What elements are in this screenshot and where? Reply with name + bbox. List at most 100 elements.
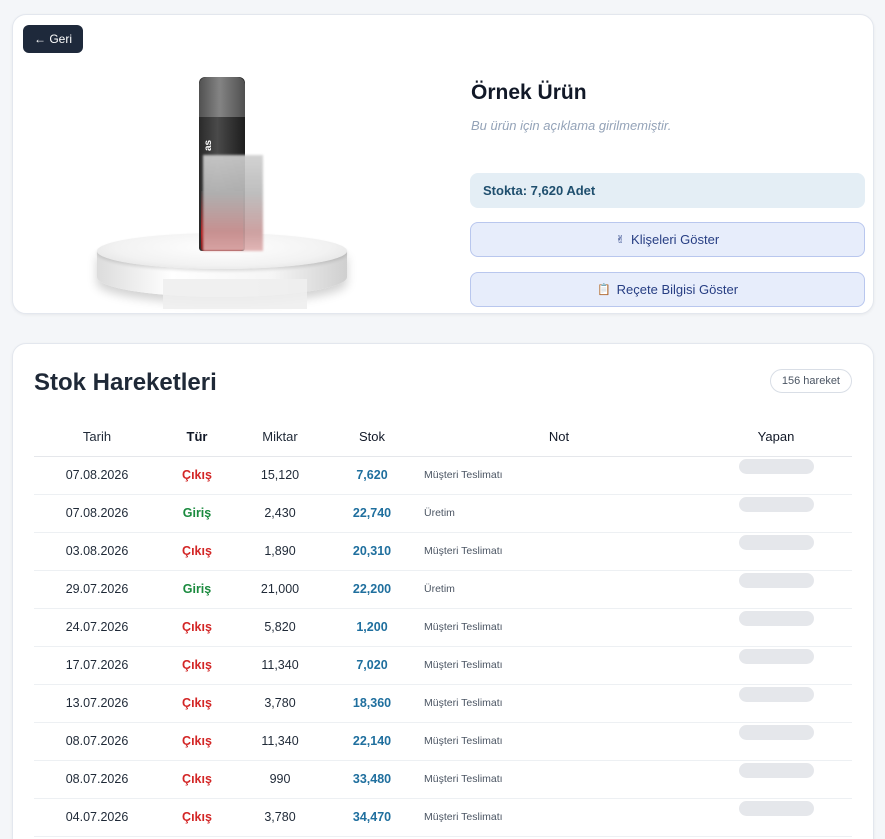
cell-note: Müşteri Teslimatı: [418, 722, 700, 761]
cell-note: Müşteri Teslimatı: [418, 798, 700, 837]
column-header-type: Tür: [160, 418, 234, 457]
user-placeholder: [738, 611, 814, 626]
user-placeholder: [738, 801, 814, 816]
spray-can-cap: [199, 77, 245, 117]
cell-type: Çıkış: [160, 532, 234, 571]
cell-date: 08.07.2026: [34, 722, 160, 761]
cell-note: Müşteri Teslimatı: [418, 684, 700, 723]
cell-user: [700, 532, 852, 571]
show-recipe-button[interactable]: 📋 Reçete Bilgisi Göster: [470, 272, 865, 307]
cell-type: Giriş: [160, 570, 234, 609]
cell-quantity: 11,340: [234, 722, 326, 761]
cell-quantity: 990: [234, 760, 326, 799]
cell-stock: 1,200: [326, 608, 418, 647]
user-placeholder: [738, 573, 814, 588]
cell-stock: 7,620: [326, 456, 418, 495]
cell-user: [700, 684, 852, 723]
cell-note: Müşteri Teslimatı: [418, 608, 700, 647]
stock-status: Stokta: 7,620 Adet: [470, 173, 865, 208]
cell-user: [700, 646, 852, 685]
table-row: 07.08.2026 Giriş 2,430 22,740 Üretim: [34, 494, 852, 533]
user-placeholder: [738, 497, 814, 512]
cell-date: 07.08.2026: [34, 456, 160, 495]
cell-stock: 34,470: [326, 798, 418, 837]
cell-quantity: 3,780: [234, 684, 326, 723]
cell-quantity: 1,890: [234, 532, 326, 571]
column-header-note: Not: [418, 418, 700, 457]
cell-stock: 33,480: [326, 760, 418, 799]
cell-date: 08.07.2026: [34, 760, 160, 799]
cell-user: [700, 456, 852, 495]
column-header-quantity: Miktar: [234, 418, 326, 457]
user-placeholder: [738, 535, 814, 550]
cell-type: Çıkış: [160, 798, 234, 837]
cell-stock: 7,020: [326, 646, 418, 685]
cell-type: Çıkış: [160, 722, 234, 761]
blurred-label: [203, 155, 263, 251]
table-row: 13.07.2026 Çıkış 3,780 18,360 Müşteri Teslim…: [34, 684, 852, 723]
show-recipe-label: Reçete Bilgisi Göster: [616, 282, 739, 297]
user-placeholder: [738, 763, 814, 778]
cell-type: Çıkış: [160, 646, 234, 685]
cell-stock: 22,140: [326, 722, 418, 761]
table-row: 03.08.2026 Çıkış 1,890 20,310 Müşteri Teslim…: [34, 532, 852, 571]
spray-can-label: as: [203, 139, 214, 151]
cell-note: Müşteri Teslimatı: [418, 760, 700, 799]
cell-user: [700, 570, 852, 609]
cell-user: [700, 494, 852, 533]
cell-note: Müşteri Teslimatı: [418, 532, 700, 571]
cell-type: Çıkış: [160, 608, 234, 647]
user-placeholder: [738, 725, 814, 740]
cell-type: Çıkış: [160, 456, 234, 495]
movements-table: Tarih Tür Miktar Stok Not Yapan 07.08.20…: [34, 418, 852, 837]
cell-type: Çıkış: [160, 760, 234, 799]
user-placeholder: [738, 459, 814, 474]
cell-date: 17.07.2026: [34, 646, 160, 685]
cell-note: Müşteri Teslimatı: [418, 456, 700, 495]
cell-user: [700, 760, 852, 799]
column-header-stock: Stok: [326, 418, 418, 457]
cell-quantity: 5,820: [234, 608, 326, 647]
cell-date: 04.07.2026: [34, 798, 160, 837]
table-row: 07.08.2026 Çıkış 15,120 7,620 Müşteri Teslim…: [34, 456, 852, 495]
clipboard-icon: 📋: [596, 284, 611, 296]
show-cliches-label: Klişeleri Göster: [631, 232, 720, 247]
table-row: 17.07.2026 Çıkış 11,340 7,020 Müşteri Teslim…: [34, 646, 852, 685]
cell-stock: 20,310: [326, 532, 418, 571]
cell-quantity: 15,120: [234, 456, 326, 495]
table-row: 08.07.2026 Çıkış 990 33,480 Müşteri Teslimat…: [34, 760, 852, 799]
back-button[interactable]: ← Geri: [23, 25, 84, 53]
cell-quantity: 21,000: [234, 570, 326, 609]
show-cliches-button[interactable]: ✌ Klişeleri Göster: [470, 222, 865, 257]
hand-icon: ✌: [615, 234, 626, 246]
cell-date: 07.08.2026: [34, 494, 160, 533]
cell-date: 24.07.2026: [34, 608, 160, 647]
cell-date: 13.07.2026: [34, 684, 160, 723]
cell-date: 03.08.2026: [34, 532, 160, 571]
cell-user: [700, 798, 852, 837]
product-title: Örnek Ürün: [471, 81, 587, 104]
cell-quantity: 11,340: [234, 646, 326, 685]
cell-date: 29.07.2026: [34, 570, 160, 609]
cell-note: Müşteri Teslimatı: [418, 646, 700, 685]
cell-note: Üretim: [418, 570, 700, 609]
table-row: 08.07.2026 Çıkış 11,340 22,140 Müşteri Tesli…: [34, 722, 852, 761]
table-header-row: Tarih Tür Miktar Stok Not Yapan: [34, 418, 852, 457]
cell-type: Giriş: [160, 494, 234, 533]
cell-type: Çıkış: [160, 684, 234, 723]
cell-user: [700, 608, 852, 647]
stock-movements-card: Stok Hareketleri 156 hareket Tarih Tür M…: [12, 343, 874, 839]
blurred-base: [163, 279, 307, 309]
table-row: 24.07.2026 Çıkış 5,820 1,200 Müşteri Teslima…: [34, 608, 852, 647]
cell-quantity: 2,430: [234, 494, 326, 533]
table-row: 04.07.2026 Çıkış 3,780 34,470 Müşteri Teslim…: [34, 798, 852, 837]
user-placeholder: [738, 687, 814, 702]
section-title: Stok Hareketleri: [34, 369, 217, 396]
column-header-user: Yapan: [700, 418, 852, 457]
cell-stock: 18,360: [326, 684, 418, 723]
cell-quantity: 3,780: [234, 798, 326, 837]
user-placeholder: [738, 649, 814, 664]
cell-note: Üretim: [418, 494, 700, 533]
movement-count-badge: 156 hareket: [769, 369, 852, 393]
cell-stock: 22,200: [326, 570, 418, 609]
